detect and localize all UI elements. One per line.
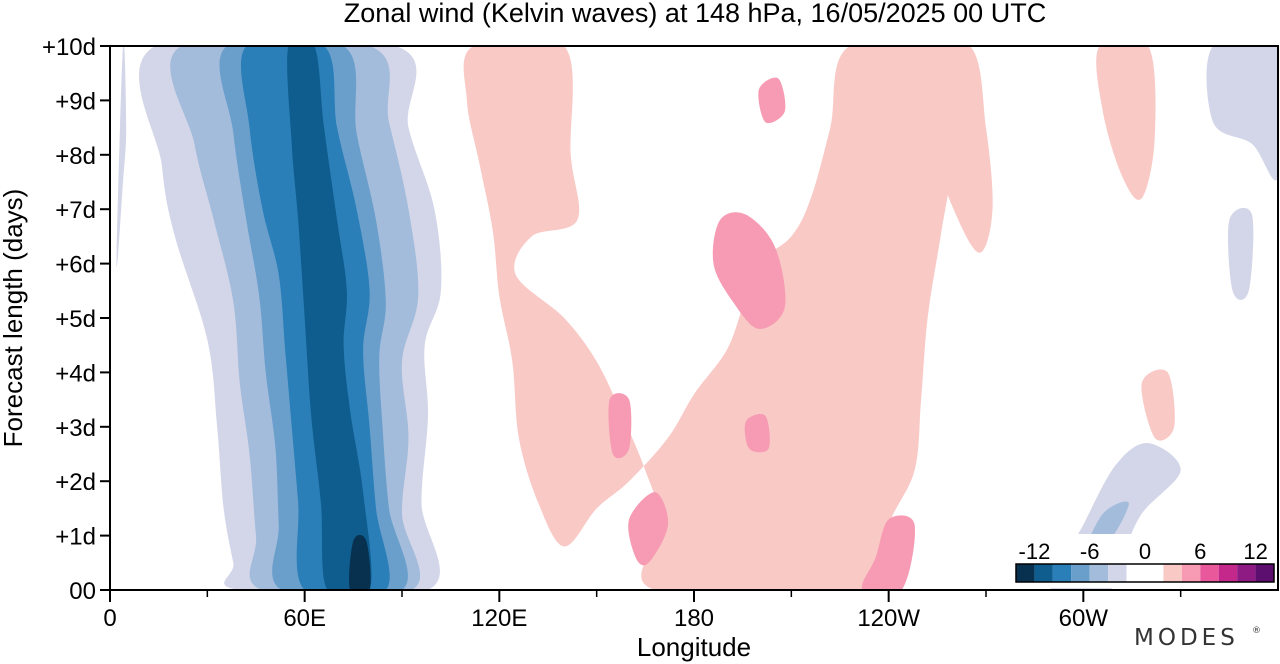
y-tick-label: +8d — [55, 143, 96, 170]
contour-region-6 — [349, 534, 371, 590]
colorbar-tick-label: 6 — [1194, 539, 1206, 564]
x-tick-label: 120E — [471, 605, 527, 632]
colorbar-swatch — [1181, 564, 1201, 582]
y-axis: 00 +1d +2d +3d +4d +5d +6d +7d +8d +9d +10d — [42, 34, 110, 605]
x-axis-label: Longitude — [637, 632, 751, 662]
brand-name: MODES — [1134, 625, 1239, 651]
colorbar-swatch — [1163, 564, 1182, 582]
y-tick-label: +5d — [55, 306, 96, 333]
y-axis-label: Forecast length (days) — [0, 189, 28, 448]
contour-region-19 — [861, 515, 916, 590]
colorbar-swatch — [1089, 564, 1109, 582]
brand-mark: ® — [1252, 626, 1265, 636]
y-tick-label: 00 — [69, 578, 96, 605]
contour-region-5 — [287, 46, 372, 590]
contour-region-17 — [608, 393, 632, 459]
contour-region-11 — [463, 46, 967, 590]
y-tick-label: +6d — [55, 252, 96, 279]
x-tick-label: 60E — [283, 605, 326, 632]
contour-region-15 — [758, 77, 786, 124]
colorbar-swatch — [1255, 564, 1274, 582]
y-tick-label: +1d — [55, 524, 96, 551]
colorbar-tick-label: 0 — [1139, 539, 1151, 564]
colorbar-tick-label: -12 — [1019, 539, 1051, 564]
colorbar-swatch — [1108, 564, 1127, 582]
x-axis: 0 60E 120E 180 120W 60W — [103, 590, 1182, 632]
colorbar-tick-label: -6 — [1080, 539, 1100, 564]
x-tick-label: 180 — [674, 605, 714, 632]
y-tick-label: +3d — [55, 415, 96, 442]
colorbar-tick-label: 12 — [1243, 539, 1267, 564]
colorbar-swatch — [1237, 564, 1256, 582]
contour-region-16 — [712, 212, 786, 329]
contour-region-9 — [1206, 46, 1278, 181]
colorbar-swatch — [1218, 564, 1238, 582]
contour-region-10 — [1227, 207, 1254, 300]
colorbar-frame — [1015, 563, 1275, 583]
colorbar-swatch — [1071, 564, 1090, 582]
contour-region-20 — [744, 414, 770, 453]
contour-region-12 — [903, 46, 993, 253]
colorbar-swatch — [1200, 564, 1219, 582]
y-tick-label: +2d — [55, 469, 96, 496]
contour-region-14 — [1141, 369, 1175, 441]
contour-region-18 — [628, 492, 669, 566]
chart-title: Zonal wind (Kelvin waves) at 148 hPa, 16… — [344, 0, 1046, 28]
contour-region-13 — [1096, 46, 1156, 200]
contour-region-0 — [116, 46, 127, 268]
brand-logo: MODES ® — [1134, 625, 1265, 651]
x-tick-label: 120W — [857, 605, 920, 632]
x-tick-label: 0 — [103, 605, 116, 632]
y-tick-label: +7d — [55, 197, 96, 224]
colorbar: -12 -6 0 6 12 — [1010, 534, 1278, 588]
colorbar-swatch — [1052, 564, 1072, 582]
x-tick-label: 60W — [1059, 605, 1109, 632]
colorbar-swatch — [1126, 564, 1164, 582]
y-tick-label: +9d — [55, 88, 96, 115]
colorbar-swatch — [1016, 564, 1035, 582]
y-tick-label: +4d — [55, 360, 96, 387]
colorbar-swatch — [1034, 564, 1053, 582]
y-tick-label: +10d — [42, 34, 96, 61]
